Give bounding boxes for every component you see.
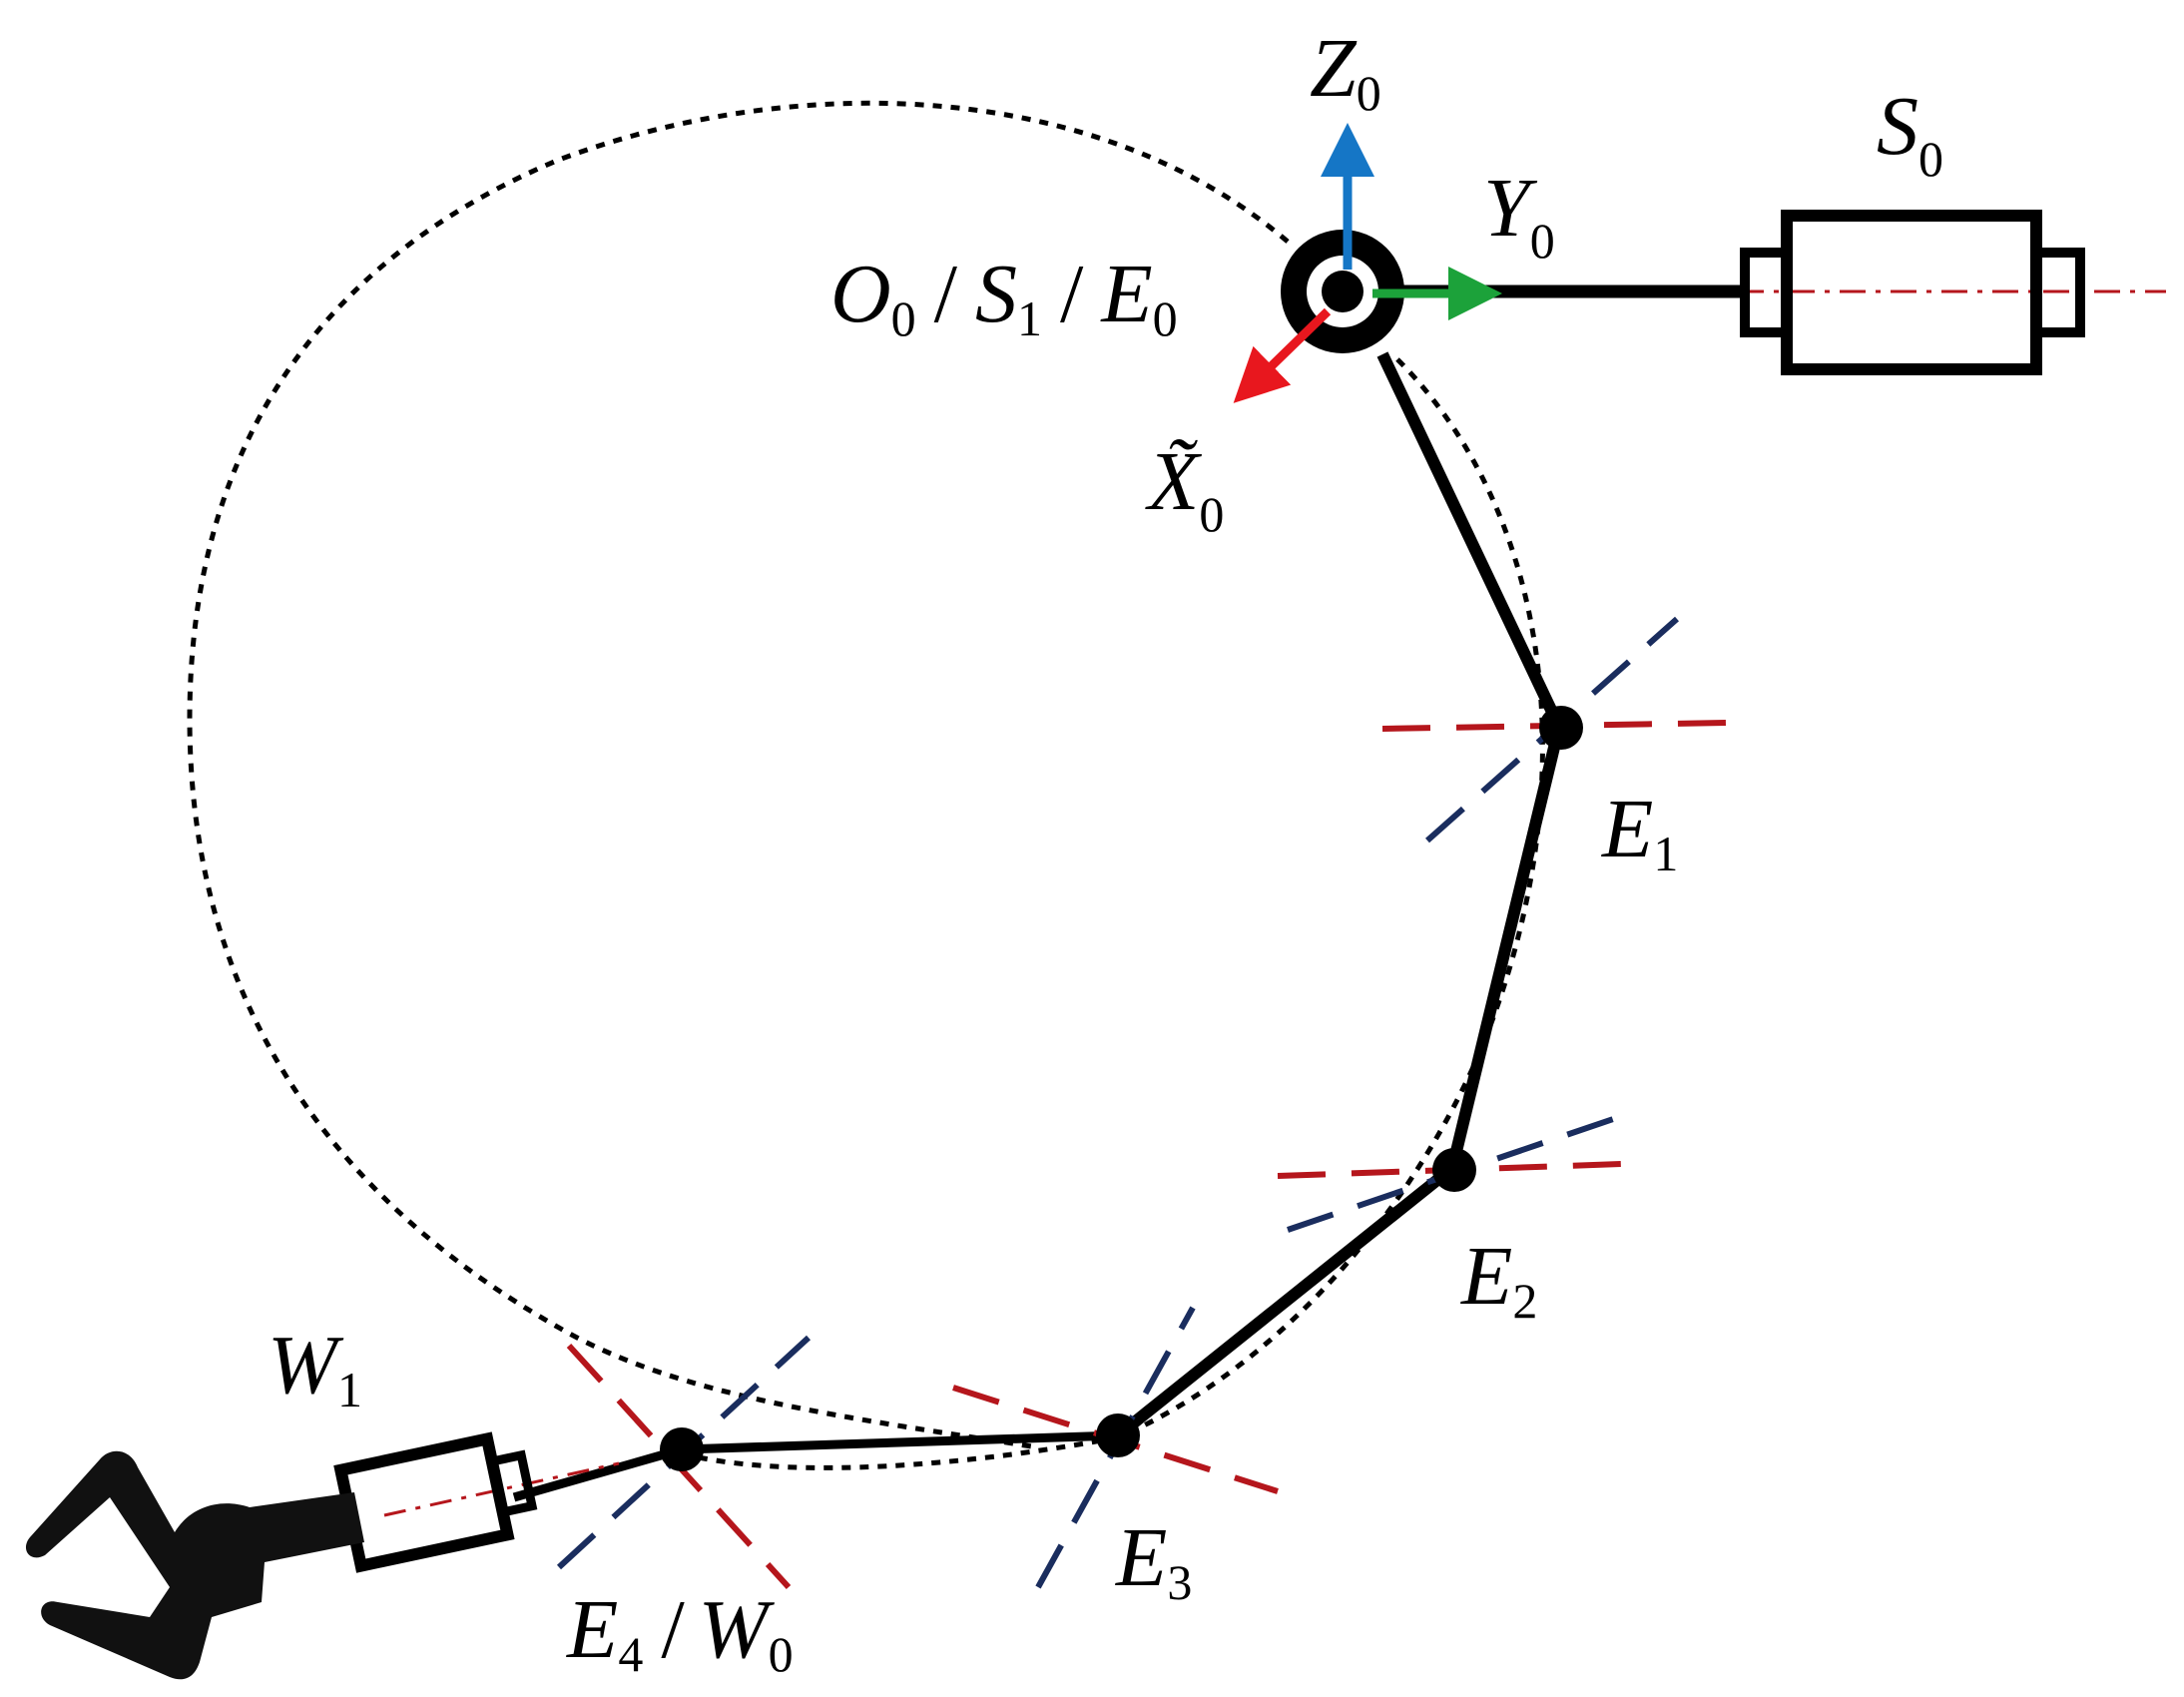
joint-e4 — [660, 1427, 704, 1471]
label-x0: X̃0 — [1145, 435, 1224, 542]
label-e1: E1 — [1601, 783, 1678, 881]
joint-e1 — [1539, 706, 1583, 750]
label-w1: W1 — [268, 1319, 362, 1417]
label-s0: S0 — [1877, 80, 1943, 187]
label-origin: O0/S1/E0 — [830, 248, 1178, 346]
shoulder-actuator-icon — [1740, 210, 2085, 375]
label-e3: E3 — [1115, 1511, 1192, 1610]
label-e2: E2 — [1460, 1230, 1537, 1329]
joints — [660, 706, 1583, 1471]
x-axis-arrow — [1233, 307, 1332, 403]
gripper-claw-icon — [25, 1450, 364, 1680]
joint-e3 — [1096, 1414, 1140, 1457]
joint-e2 — [1432, 1148, 1476, 1192]
label-z0: Z0 — [1310, 22, 1381, 121]
link-chain — [512, 351, 1565, 1502]
wrist-axis-line — [383, 1461, 620, 1517]
label-e4-w0: E4/W0 — [566, 1583, 794, 1682]
label-y0: Y0 — [1483, 162, 1555, 269]
wrist-actuator-icon — [333, 1431, 538, 1573]
